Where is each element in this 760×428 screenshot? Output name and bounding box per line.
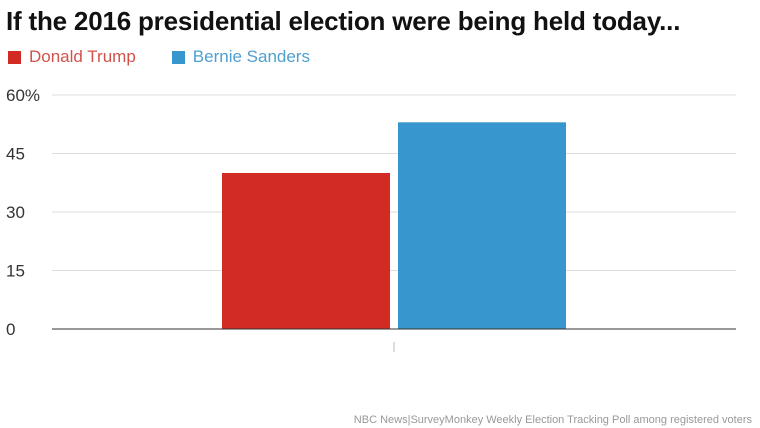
y-tick-label: 45 bbox=[6, 145, 25, 164]
legend-swatch-sanders bbox=[171, 50, 185, 64]
y-tick-label: 60% bbox=[6, 86, 40, 105]
legend-label-sanders: Bernie Sanders bbox=[192, 47, 310, 66]
source-note: NBC News|SurveyMonkey Weekly Election Tr… bbox=[353, 414, 752, 426]
chart-title: If the 2016 presidential election were b… bbox=[6, 6, 681, 36]
y-tick-label: 15 bbox=[6, 262, 25, 281]
legend: Donald Trump Bernie Sanders bbox=[8, 47, 310, 67]
legend-item-sanders: Bernie Sanders bbox=[171, 47, 310, 67]
legend-item-trump: Donald Trump bbox=[8, 47, 136, 67]
bar-bernie-sanders bbox=[398, 122, 566, 329]
legend-label-trump: Donald Trump bbox=[29, 47, 136, 66]
legend-swatch-trump bbox=[8, 50, 21, 64]
bar-donald-trump bbox=[222, 173, 390, 329]
y-tick-label: 0 bbox=[6, 320, 15, 339]
y-tick-label: 30 bbox=[6, 203, 25, 222]
